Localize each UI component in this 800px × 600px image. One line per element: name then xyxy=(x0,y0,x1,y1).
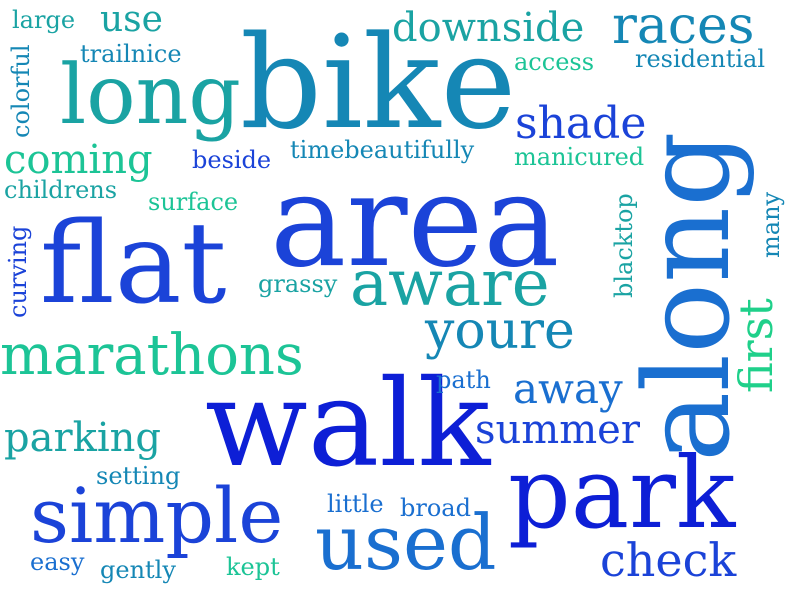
word-park: park xyxy=(508,437,736,551)
word-downside: downside xyxy=(392,5,585,51)
word-surface: surface xyxy=(148,188,239,216)
word-residential: residential xyxy=(635,45,765,73)
word-youre: youre xyxy=(425,301,575,361)
word-away: away xyxy=(513,364,623,413)
word-manicured: manicured xyxy=(514,143,645,171)
word-blacktop: blacktop xyxy=(610,193,638,298)
word-kept: kept xyxy=(226,553,280,581)
word-grassy: grassy xyxy=(258,270,338,298)
word-trailnice: trailnice xyxy=(80,40,182,68)
word-access: access xyxy=(514,48,595,76)
word-walk: walk xyxy=(205,355,491,494)
word-colorful: colorful xyxy=(7,44,35,138)
word-used: used xyxy=(315,498,497,587)
word-summer: summer xyxy=(475,407,640,453)
word-parking: parking xyxy=(4,415,161,461)
word-little: little xyxy=(327,490,384,518)
word-simple: simple xyxy=(30,471,284,560)
word-along: along xyxy=(618,131,756,462)
word-check: check xyxy=(600,533,737,587)
word-setting: setting xyxy=(96,462,181,490)
word-shade: shade xyxy=(515,98,647,149)
word-use: use xyxy=(100,0,163,40)
word-coming: coming xyxy=(4,137,153,183)
word-path: path xyxy=(436,366,491,394)
word-long: long xyxy=(60,48,241,143)
word-timebeautifully: timebeautifully xyxy=(290,136,475,164)
word-curving: curving xyxy=(4,225,32,318)
word-marathons: marathons xyxy=(0,323,304,388)
word-large: large xyxy=(12,6,76,34)
word-aware: aware xyxy=(350,247,550,321)
word-easy: easy xyxy=(30,548,85,576)
word-first: first xyxy=(729,298,783,393)
word-gently: gently xyxy=(100,556,176,584)
word-bike: bike xyxy=(240,9,517,158)
word-many: many xyxy=(757,191,785,258)
word-childrens: childrens xyxy=(4,176,118,204)
word-beside: beside xyxy=(192,146,272,174)
word-area: area xyxy=(270,147,560,296)
word-broad: broad xyxy=(400,494,471,522)
word-races: races xyxy=(612,0,755,56)
word-flat: flat xyxy=(40,199,227,329)
